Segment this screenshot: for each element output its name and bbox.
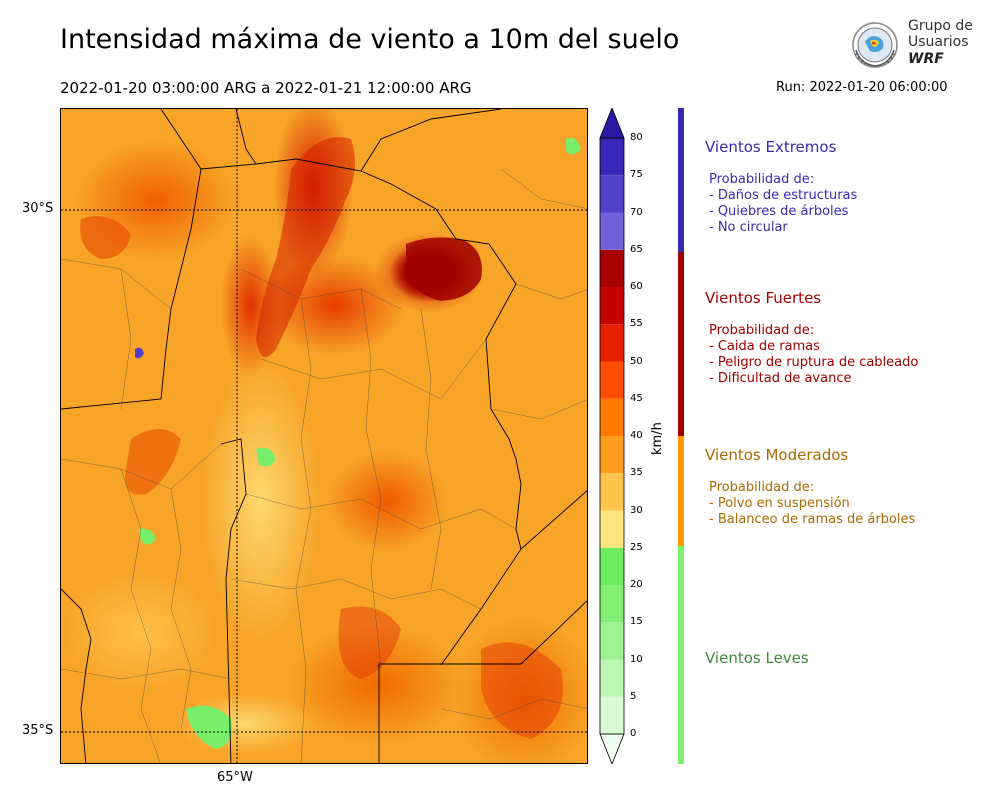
- legend-color-bar: [678, 252, 684, 436]
- lat-label-35s: 35°S: [22, 723, 54, 738]
- colorbar-tick-label: 35: [630, 467, 643, 479]
- colorbar-graphic: [599, 108, 625, 764]
- extreme-wind-spot: [135, 347, 144, 359]
- light-wind-patch: [186, 705, 232, 749]
- colorbar-tick-label: 60: [630, 281, 643, 292]
- wind-intensity-map: [60, 108, 588, 764]
- colorbar-tick-label: 5: [630, 690, 637, 702]
- light-wind-patch: [256, 447, 276, 467]
- legend-probability-heading: Probabilidad de:: [709, 480, 815, 495]
- run-time: Run: 2022-01-20 06:00:00: [776, 80, 948, 95]
- globe-emblem-icon: [852, 22, 898, 68]
- colorbar-tick-label: 10: [630, 653, 643, 665]
- legend-probability-item: - Daños de estructuras: [709, 188, 858, 203]
- logo-line-3: WRF: [908, 51, 944, 67]
- lon-label-65w: 65°W: [217, 770, 253, 785]
- strong-wind-band: [256, 137, 355, 357]
- colorbar-min-extension: [599, 733, 625, 764]
- legend-color-bar: [678, 436, 684, 546]
- colorbar-tick-label: 30: [630, 504, 643, 516]
- colorbar-unit-label: km/h: [650, 422, 665, 455]
- light-wind-patch: [139, 528, 156, 545]
- strong-wind-patch: [80, 216, 131, 259]
- legend-category-title: Vientos Fuertes: [705, 289, 822, 307]
- department-borders: [61, 168, 587, 763]
- colorbar-segment: [600, 361, 624, 399]
- legend-color-bar: [678, 546, 684, 764]
- legend-category-title: Vientos Extremos: [705, 138, 837, 156]
- colorbar-segment: [600, 473, 624, 511]
- colorbar-segment: [600, 249, 624, 287]
- strong-wind-patch: [125, 429, 181, 495]
- colorbar-tick-label: 70: [630, 206, 643, 218]
- colorbar-segment: [600, 510, 624, 548]
- extreme-wind-cell: [406, 237, 482, 301]
- forecast-period: 2022-01-20 03:00:00 ARG a 2022-01-21 12:…: [60, 79, 472, 97]
- legend-probability-item: - Balanceo de ramas de árboles: [709, 512, 916, 527]
- graticule: [61, 109, 587, 763]
- colorbar-segment: [600, 696, 624, 734]
- colorbar-segment: [600, 175, 624, 213]
- colorbar-segment: [600, 622, 624, 660]
- wind-speed-colorbar: 0 5 10 15 20 25 30 35 40 45 50 55 60 65 70 75 80: [598, 108, 648, 764]
- colorbar-outline: [599, 137, 625, 735]
- legend-probability-item: - Polvo en suspensión: [709, 496, 850, 511]
- legend-probability-item: - Quiebres de árboles: [709, 204, 849, 219]
- legend-category-title: Vientos Moderados: [705, 446, 849, 464]
- colorbar-segment: [600, 659, 624, 697]
- colorbar-tick-label: 0: [630, 728, 637, 739]
- province-borders: [61, 109, 587, 763]
- colorbar-segment: [600, 287, 624, 325]
- grupo-usuarios-wrf-logo: Grupo de Usuarios WRF: [848, 18, 973, 72]
- colorbar-segment: [600, 436, 624, 474]
- colorbar-segment: [600, 585, 624, 623]
- colorbar-tick-label: 20: [630, 579, 643, 590]
- map-title: Intensidad máxima de viento a 10m del su…: [60, 24, 680, 55]
- colorbar-segment: [600, 398, 624, 436]
- colorbar-tick-label: 40: [630, 430, 643, 441]
- legend-probability-item: - Dificultad de avance: [709, 371, 852, 386]
- legend-probability-item: - No circular: [709, 220, 788, 235]
- legend-probability-item: - Peligro de ruptura de cableado: [709, 355, 919, 370]
- colorbar-tick-label: 15: [630, 616, 643, 628]
- colorbar-tick-label: 50: [630, 355, 643, 367]
- logo-line-2: Usuarios: [908, 34, 969, 50]
- colorbar-tick-label: 65: [630, 243, 643, 255]
- colorbar-tick-label: 75: [630, 169, 643, 181]
- logo-line-1: Grupo de: [908, 18, 973, 34]
- colorbar-tick-label: 45: [630, 392, 643, 404]
- legend-probability-heading: Probabilidad de:: [709, 323, 815, 338]
- colorbar-segment: [600, 547, 624, 585]
- colorbar-tick-label: 80: [630, 132, 643, 143]
- legend-probability-item: - Caida de ramas: [709, 339, 820, 354]
- strong-wind-patch: [481, 642, 563, 739]
- legend-probability-heading: Probabilidad de:: [709, 172, 815, 187]
- colorbar-tick-label: 25: [630, 541, 643, 553]
- lat-label-30s: 30°S: [22, 201, 54, 216]
- colorbar-segment: [600, 324, 624, 362]
- colorbar-segment: [600, 212, 624, 250]
- legend-category-title: Vientos Leves: [705, 649, 809, 667]
- light-wind-patch: [566, 137, 581, 155]
- legend-color-bar: [678, 108, 684, 252]
- colorbar-tick-label: 55: [630, 318, 643, 330]
- colorbar-max-extension: [599, 108, 625, 139]
- colorbar-segment: [600, 138, 624, 176]
- map-overlay: [61, 109, 587, 763]
- strong-wind-patch: [338, 606, 401, 679]
